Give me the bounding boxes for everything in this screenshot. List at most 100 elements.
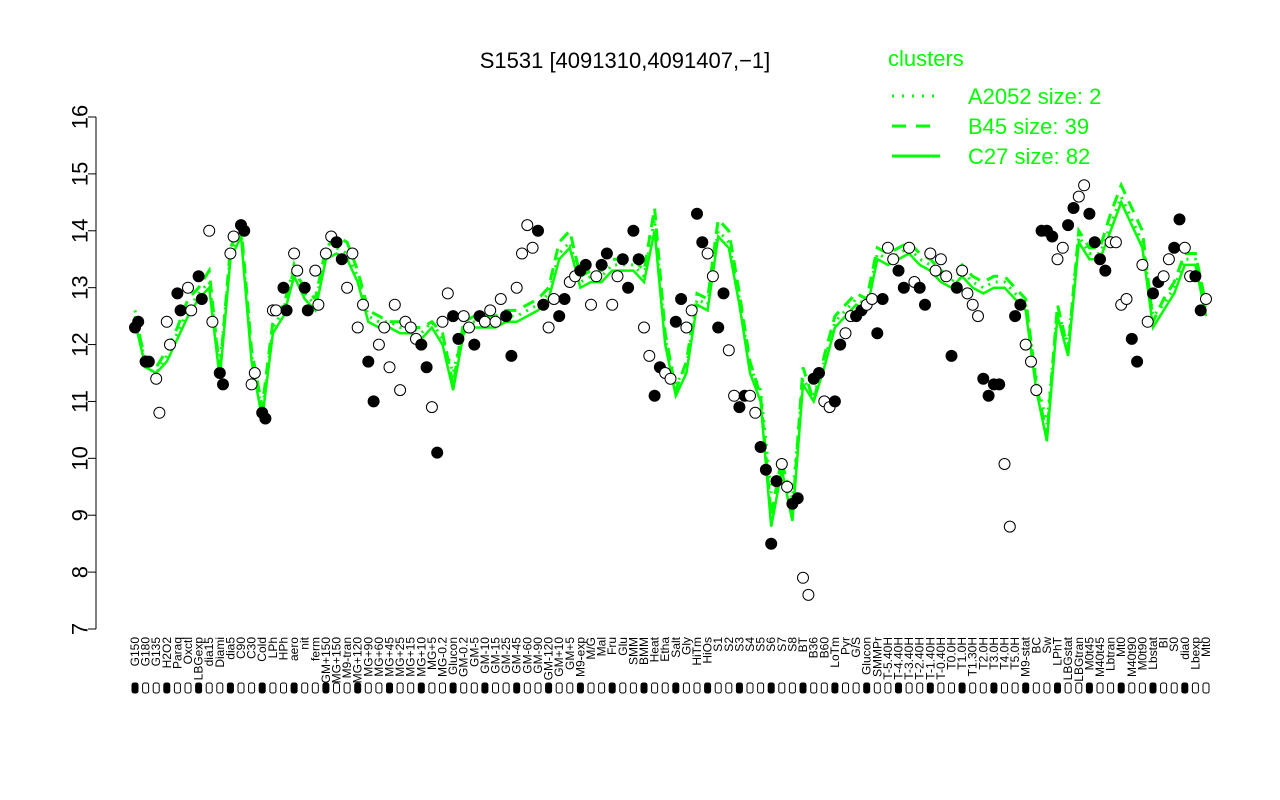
x-tick-label: M40t90 (1125, 637, 1139, 677)
x-rug-mark (269, 682, 277, 694)
x-tick-label: GM-0.2 (457, 637, 471, 677)
x-rug-mark (576, 682, 584, 694)
data-point (494, 293, 507, 305)
x-tick-label: Salt (669, 636, 683, 657)
y-tick-label: 9 (68, 509, 93, 521)
data-point (706, 270, 719, 283)
x-tick-label: M0t90 (1135, 637, 1149, 671)
x-rug-mark (1043, 682, 1051, 694)
x-tick-label: B60 (817, 637, 831, 659)
x-rug-mark (545, 682, 553, 694)
data-point (447, 310, 460, 323)
data-point (919, 298, 931, 311)
x-rug-mark (895, 682, 902, 694)
x-rug-mark (651, 682, 659, 694)
data-point (1025, 355, 1037, 368)
x-rug-mark (1181, 682, 1189, 694)
data-point (468, 338, 481, 351)
x-tick-label: LBGstat (1061, 636, 1075, 680)
x-rug-mark (714, 682, 722, 694)
x-rug-mark (237, 682, 245, 694)
x-tick-label: S6 (764, 637, 778, 652)
x-rug-mark (1085, 682, 1093, 694)
data-point (579, 258, 592, 271)
x-rug-mark (948, 682, 955, 694)
data-point (664, 372, 677, 385)
x-rug-mark (969, 682, 977, 694)
data-point (950, 281, 963, 294)
x-tick-label: Heat (648, 636, 662, 662)
x-tick-label: HiOs (701, 637, 715, 664)
data-point (600, 247, 613, 260)
x-tick-label: T-1.40H (923, 637, 937, 680)
data-point (270, 304, 282, 317)
data-point (1109, 236, 1122, 249)
data-point (1125, 332, 1138, 345)
x-tick-label: Lbexp (1188, 637, 1202, 670)
x-rug-mark (873, 682, 881, 694)
x-rug-mark (693, 682, 701, 694)
x-tick-label: GM-25 (499, 637, 513, 674)
data-point (791, 492, 804, 505)
x-rug-mark (757, 682, 765, 694)
x-rug-mark (195, 682, 203, 694)
x-rug-mark (1160, 682, 1168, 694)
data-point (420, 361, 433, 374)
data-point (781, 480, 794, 493)
x-rug-mark (470, 682, 478, 694)
x-tick-label: LoTm (828, 637, 842, 668)
x-rug-mark (1117, 682, 1125, 694)
x-tick-label: LPh (266, 637, 280, 658)
data-point (510, 281, 523, 294)
x-rug-mark (1054, 682, 1061, 694)
x-rug-mark (640, 682, 648, 694)
data-point (712, 321, 725, 334)
x-tick-label: MG+60 (372, 637, 386, 677)
data-point (288, 247, 301, 260)
x-rug-mark (513, 682, 521, 694)
data-point (643, 349, 656, 362)
x-rug-mark (184, 682, 192, 694)
data-point (876, 293, 889, 305)
x-rug-mark (407, 682, 415, 694)
x-tick-label: HPh (277, 637, 291, 660)
data-point (1072, 190, 1085, 203)
data-point (1200, 293, 1212, 305)
data-point (1136, 258, 1149, 271)
data-point (759, 463, 772, 476)
y-tick-label: 11 (68, 390, 93, 413)
data-point (335, 253, 348, 266)
data-point (478, 315, 491, 328)
x-rug-mark (142, 682, 150, 694)
data-point (733, 401, 746, 414)
data-point (685, 304, 698, 317)
data-point (526, 241, 539, 254)
data-point (1083, 207, 1096, 220)
y-axis: 7 8 9 10 11 12 13 14 15 16 (68, 105, 97, 635)
x-rug-mark (661, 682, 669, 694)
x-tick-label: T4.0H (998, 637, 1012, 670)
x-rug-mark (290, 682, 298, 694)
y-tick-label: 16 (68, 105, 93, 129)
data-point (834, 338, 847, 351)
data-point (521, 219, 534, 232)
x-tick-label: G150 (128, 637, 142, 667)
x-rug-mark (1107, 682, 1115, 694)
x-rug-mark (810, 682, 818, 694)
data-point (866, 293, 878, 305)
data-point (431, 446, 444, 459)
x-tick-label: Mt0 (1199, 637, 1213, 657)
x-rug-mark (439, 682, 446, 694)
x-tick-label: Glu (616, 637, 630, 656)
x-tick-label: G/S (849, 637, 863, 658)
x-tick-label: GM-120 (542, 637, 556, 681)
x-tick-label: aero (287, 637, 301, 661)
data-point (463, 321, 475, 334)
data-point (1019, 338, 1032, 351)
data-point (192, 270, 205, 283)
x-rug-mark (534, 682, 542, 694)
x-tick-label: nit (298, 636, 312, 649)
x-tick-label: ferm (308, 637, 322, 661)
x-rug-mark (428, 682, 436, 694)
